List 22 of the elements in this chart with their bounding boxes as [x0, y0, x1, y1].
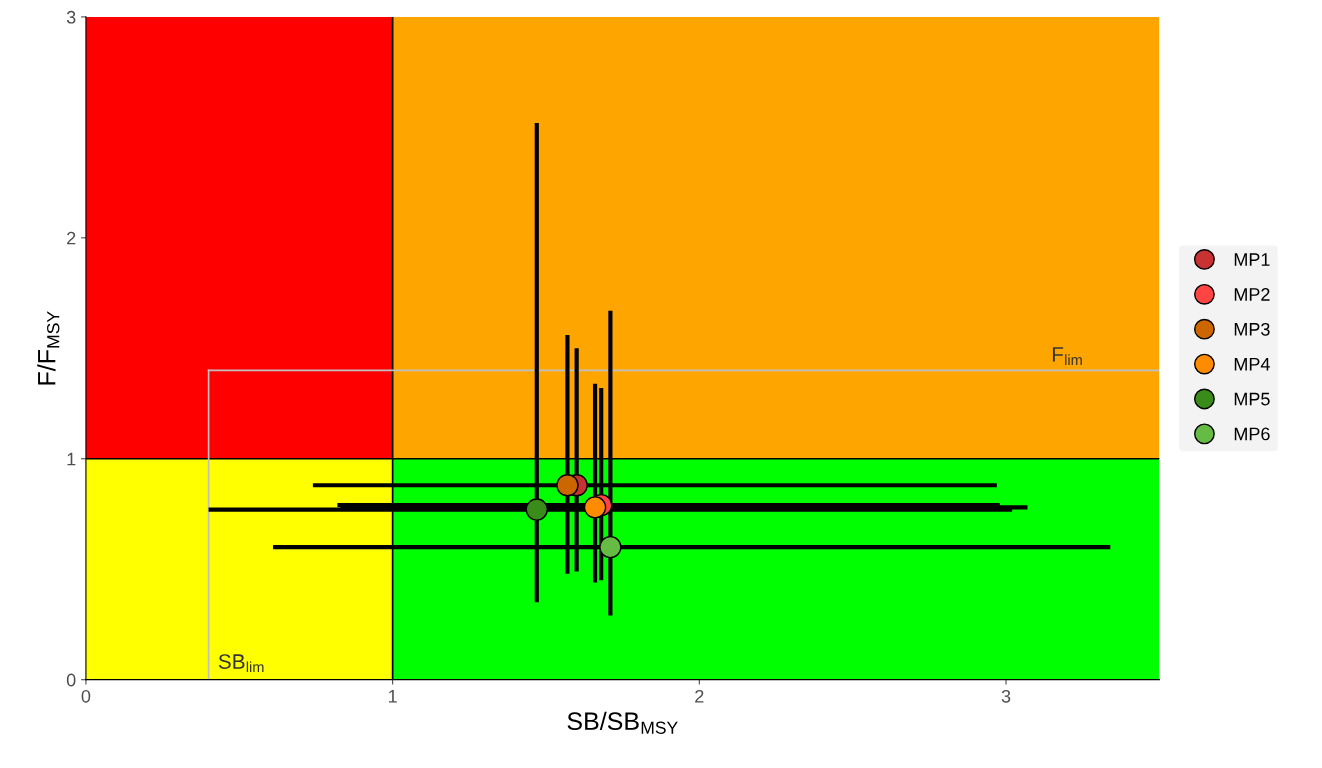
legend-label: MP4: [1234, 357, 1270, 371]
point: [583, 496, 607, 519]
ref-line-label: SB$_{lim}$: [218, 654, 264, 672]
y-tick-label: 0: [66, 673, 76, 687]
x-tick-label: 3: [1001, 689, 1011, 703]
point: [525, 498, 549, 521]
y-tick-label: 1: [67, 452, 76, 466]
point: [556, 474, 579, 497]
y-tick-label: 3: [66, 10, 76, 24]
x-tick-label: 0: [81, 689, 91, 703]
legend-label: MP6: [1234, 427, 1270, 441]
x-axis-title: SB/SB$_{MSY}$: [567, 711, 678, 734]
point: [599, 535, 622, 559]
x-tick-label: 2: [695, 689, 704, 703]
ref-line-label: F$_{lim}$: [1052, 347, 1082, 365]
legend-label: MP1: [1234, 253, 1270, 266]
y-axis-title: F/F$_{MSY}$: [37, 311, 60, 385]
legend-label: MP3: [1234, 322, 1270, 336]
legend-label: MP2: [1234, 288, 1270, 301]
x-tick-label: 1: [388, 690, 397, 703]
y-tick-label: 2: [67, 231, 76, 245]
legend-label: MP5: [1234, 392, 1270, 406]
